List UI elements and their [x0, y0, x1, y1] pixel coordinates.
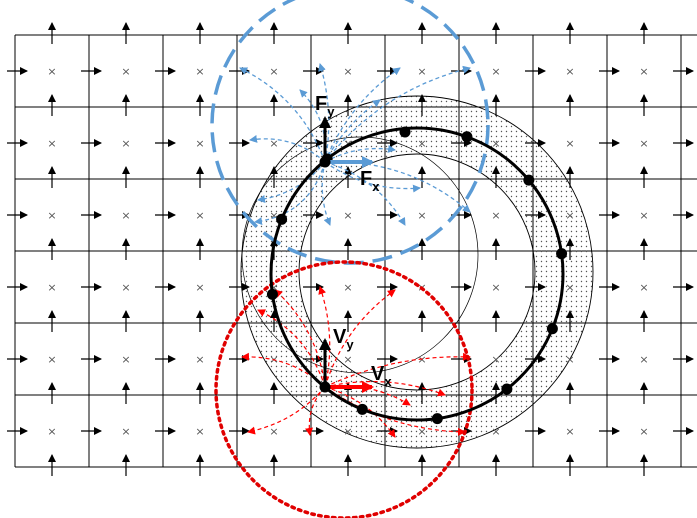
field-line	[324, 67, 401, 163]
cross-mark-icon: ×	[639, 65, 648, 78]
cross-mark-icon: ×	[269, 65, 278, 78]
cross-mark-icon: ×	[491, 425, 500, 438]
orbit-point	[501, 383, 513, 395]
field-line	[324, 381, 446, 397]
field-line	[324, 65, 471, 163]
cross-mark-icon: ×	[343, 65, 352, 78]
cross-mark-icon: ×	[491, 281, 500, 294]
field-line	[324, 144, 396, 163]
cross-mark-icon: ×	[121, 209, 130, 222]
cross-mark-icon: ×	[121, 425, 130, 438]
cross-mark-icon: ×	[195, 353, 204, 366]
field-line	[247, 386, 326, 435]
cross-mark-icon: ×	[343, 209, 352, 222]
cross-mark-icon: ×	[269, 209, 278, 222]
field-line	[324, 161, 471, 213]
cross-mark-icon: ×	[195, 209, 204, 222]
force-y-label: Fy	[315, 93, 335, 119]
orbit-point	[461, 131, 473, 143]
cross-mark-icon: ×	[343, 353, 352, 366]
orbit-point	[399, 126, 411, 138]
orbit-point	[276, 213, 288, 225]
force-origin-point	[319, 156, 331, 168]
cross-mark-icon: ×	[417, 65, 426, 78]
cross-mark-icon: ×	[269, 425, 278, 438]
field-line	[257, 309, 326, 388]
field-line	[318, 63, 330, 163]
cross-mark-icon: ×	[565, 137, 574, 150]
cross-mark-icon: ×	[195, 425, 204, 438]
field-line	[324, 289, 396, 388]
velocity-vectors: Vy Vx	[319, 326, 392, 393]
cross-mark-icon: ×	[343, 281, 352, 294]
cross-mark-icon: ×	[269, 281, 278, 294]
shaded-annulus	[240, 95, 594, 449]
cross-mark-icon: ×	[121, 65, 130, 78]
cross-mark-icon: ×	[565, 425, 574, 438]
cross-mark-icon: ×	[195, 137, 204, 150]
field-line	[324, 161, 406, 226]
field-line	[257, 161, 326, 203]
field-line	[324, 161, 421, 193]
cross-mark-icon: ×	[491, 209, 500, 222]
velocity-y-label: Vy	[333, 326, 354, 352]
cross-mark-icon: ×	[47, 425, 56, 438]
cross-mark-icon: ×	[47, 137, 56, 150]
cross-mark-icon: ×	[639, 209, 648, 222]
cross-mark-icon: ×	[195, 281, 204, 294]
orbit-point	[431, 413, 443, 425]
orbit-point	[556, 248, 568, 260]
field-line	[249, 135, 326, 163]
field-line	[254, 161, 326, 226]
cross-mark-icon: ×	[491, 137, 500, 150]
orbit-path	[269, 126, 565, 422]
cross-mark-icon: ×	[417, 209, 426, 222]
cross-mark-icon: ×	[121, 353, 130, 366]
cross-mark-icon: ×	[47, 281, 56, 294]
field-line	[318, 286, 331, 388]
orbit-point	[266, 288, 278, 300]
cross-mark-icon: ×	[639, 353, 648, 366]
cross-mark-icon: ×	[417, 425, 426, 438]
cross-mark-icon: ×	[121, 137, 130, 150]
cross-mark-icon: ×	[417, 137, 426, 150]
orbit-point	[546, 323, 558, 335]
cross-mark-icon: ×	[47, 65, 56, 78]
cross-mark-icon: ×	[565, 65, 574, 78]
velocity-origin-point	[319, 381, 331, 393]
cross-mark-icon: ×	[639, 425, 648, 438]
cross-mark-icon: ×	[195, 65, 204, 78]
cross-mark-icon: ×	[565, 281, 574, 294]
cross-mark-icon: ×	[47, 353, 56, 366]
lattice-field-glyphs: × × × × × × × × × × × × × × × × × × × × × × × × × × × × × × × × × × × × × × × ×…	[7, 22, 694, 476]
field-line	[324, 352, 471, 388]
velocity-x-label: Vx	[371, 363, 392, 389]
cross-mark-icon: ×	[639, 137, 648, 150]
orbit-point	[523, 174, 535, 186]
cross-mark-icon: ×	[565, 209, 574, 222]
field-line	[321, 161, 332, 226]
cross-mark-icon: ×	[343, 137, 352, 150]
cross-mark-icon: ×	[269, 137, 278, 150]
cross-mark-icon: ×	[491, 65, 500, 78]
field-line	[274, 289, 326, 388]
red-field-boundary	[214, 260, 474, 518]
force-vectors: Fy Fx	[315, 93, 380, 194]
cross-mark-icon: ×	[47, 209, 56, 222]
orbit-point	[356, 403, 368, 415]
cross-mark-icon: ×	[343, 425, 352, 438]
cross-mark-icon: ×	[121, 281, 130, 294]
cross-mark-icon: ×	[639, 281, 648, 294]
cross-mark-icon: ×	[565, 353, 574, 366]
blue-field-lines	[239, 63, 471, 226]
cross-mark-icon: ×	[491, 353, 500, 366]
field-line	[239, 67, 326, 163]
force-x-label: Fx	[360, 168, 380, 194]
